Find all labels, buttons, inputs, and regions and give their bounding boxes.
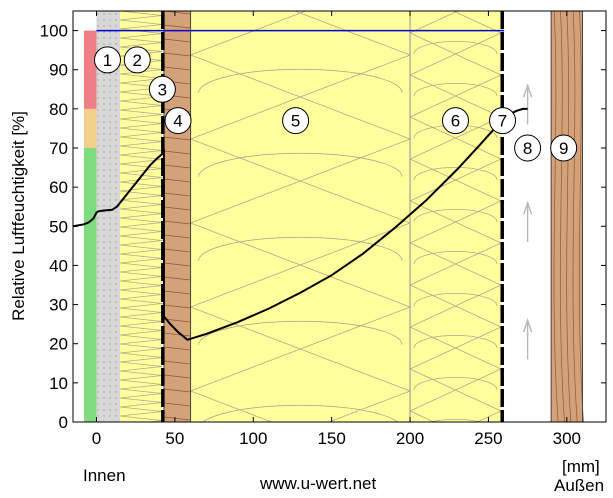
airflow-arrowhead-0: [522, 318, 533, 333]
layer-6: [410, 11, 501, 422]
y-tick-label-70: 70: [49, 139, 68, 158]
y-axis-label: Relative Luftfeuchtigkeit [%]: [9, 111, 28, 321]
x-axis-unit-label: [mm]: [562, 457, 600, 476]
airflow-arrowhead-1: [522, 200, 533, 215]
layer-marker-label-4: 4: [173, 112, 182, 131]
y-tick-label-60: 60: [49, 178, 68, 197]
layer-4-grain: [163, 11, 191, 421]
layer-9: [551, 11, 583, 422]
layer-marker-circle-6: [442, 107, 470, 135]
layer-marker-circle-8: [514, 134, 542, 162]
airflow-arrowhead-2: [522, 83, 533, 98]
y-tick-label-30: 30: [49, 296, 68, 315]
layer-marker-label-1: 1: [103, 51, 112, 70]
y-tick-label-80: 80: [49, 100, 68, 119]
layer-marker-label-3: 3: [158, 80, 167, 99]
layer-markers: 1 234 5 6 78 9: [93, 46, 578, 162]
layer-marker-circle-3: [148, 75, 176, 103]
layer-marker-circle-1: [93, 46, 121, 74]
x-tick-label-150: 150: [317, 429, 345, 448]
layer-marker-label-8: 8: [523, 139, 532, 158]
footer-outside-label: Außen: [554, 476, 604, 495]
airflow-arrows: [522, 83, 533, 360]
layer-5: [190, 11, 411, 422]
y-tick-label-40: 40: [49, 256, 68, 275]
y-tick-label-100: 100: [40, 22, 68, 41]
layer-marker-label-9: 9: [559, 139, 568, 158]
x-tick-label-50: 50: [165, 429, 184, 448]
layer-marker-label-5: 5: [291, 112, 300, 131]
x-tick-label-300: 300: [553, 429, 581, 448]
chart-series: [73, 29, 528, 341]
layer-1-texture: [96, 11, 121, 422]
x-tick-label-200: 200: [396, 429, 424, 448]
axis-ticks: 0 50 100 150 200 250 300 0 10 20 30 40 50 60 70 80 90 100: [40, 11, 606, 448]
layer-4: [163, 11, 191, 422]
comfort-band-0: [83, 148, 97, 422]
x-tick-label-0: 0: [92, 429, 101, 448]
layer-marker-label-6: 6: [451, 112, 460, 131]
layer-marker-label-7: 7: [498, 112, 507, 131]
series-line-0: [73, 107, 528, 341]
layer-marker-circle-7: [489, 107, 517, 135]
layer-marker-label-2: 2: [133, 51, 142, 70]
layer-marker-circle-2: [123, 46, 151, 74]
y-tick-label-20: 20: [49, 335, 68, 354]
comfort-band-2: [83, 30, 97, 109]
y-tick-label-50: 50: [49, 217, 68, 236]
layer-5-hatch: [190, 11, 411, 422]
comfort-band-1: [83, 108, 97, 148]
x-tick-label-250: 250: [474, 429, 502, 448]
footer-website: www.u-wert.net: [259, 474, 376, 493]
layer-marker-circle-4: [164, 107, 192, 135]
layer-marker-circle-9: [550, 134, 578, 162]
y-tick-label-90: 90: [49, 61, 68, 80]
footer-inside-label: Innen: [83, 466, 126, 485]
humidity-comfort-bands: [83, 30, 97, 422]
x-tick-label-100: 100: [239, 429, 267, 448]
layer-marker-circle-5: [282, 107, 310, 135]
y-tick-label-0: 0: [59, 413, 68, 432]
layer-9-grain: [553, 11, 584, 422]
y-tick-label-10: 10: [49, 374, 68, 393]
wall-layers: [96, 11, 583, 422]
plot-frame: [72, 10, 607, 423]
